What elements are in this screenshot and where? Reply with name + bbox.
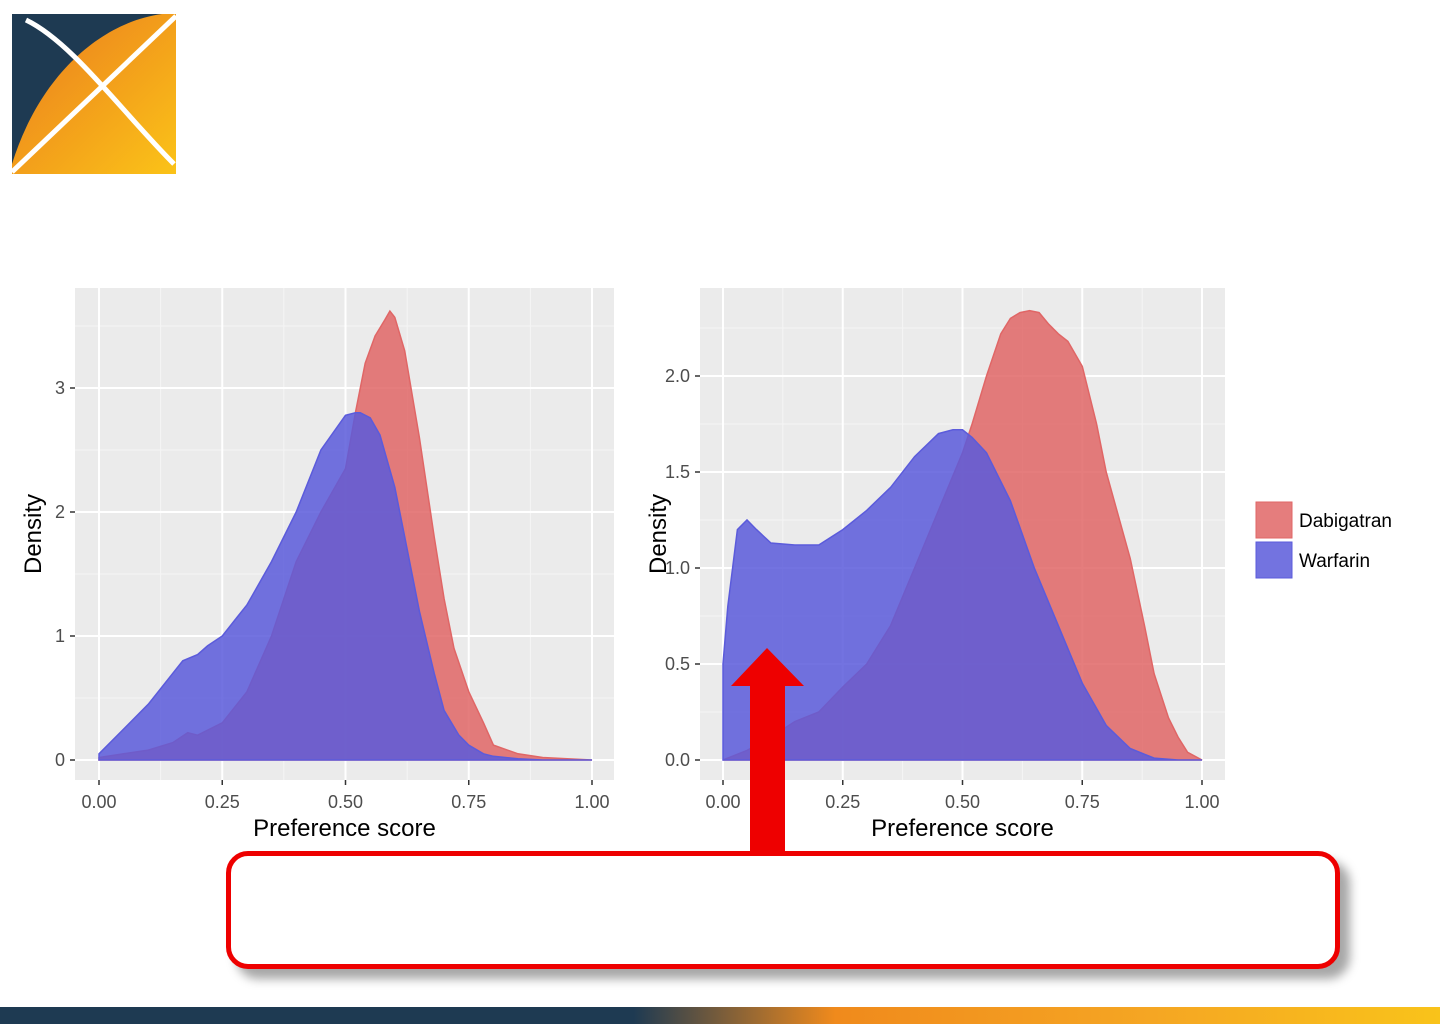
y-tick-label: 3 <box>55 378 65 398</box>
chart-panel-2: 0.00 0.25 0.50 0.75 1.00 0.0 0.5 1.0 1.5 2.0 Prefe… <box>645 288 1225 842</box>
y-tick-label: 2 <box>55 502 65 522</box>
density-area-warfarin <box>98 412 592 761</box>
y-tick-label: 2.0 <box>665 366 690 386</box>
x-tick-label: 1.00 <box>574 792 609 812</box>
brand-logo <box>12 14 176 174</box>
callout-box <box>226 851 1340 969</box>
legend-label-warfarin: Warfarin <box>1299 551 1370 572</box>
y-axis-title: Density <box>20 494 47 574</box>
footer-bar <box>0 1007 1440 1024</box>
x-tick-label: 0.75 <box>451 792 486 812</box>
legend-key-warfarin <box>1255 541 1293 579</box>
x-tick-label: 0.75 <box>1065 792 1100 812</box>
y-tick-label: 0 <box>55 750 65 770</box>
chart-panel-1: 0.00 0.25 0.50 0.75 1.00 0 1 2 3 Preference score… <box>20 288 614 842</box>
y-axis-title: Density <box>645 494 672 574</box>
x-tick-label: 0.00 <box>81 792 116 812</box>
x-tick-label: 1.00 <box>1184 792 1219 812</box>
x-tick-label: 0.50 <box>328 792 363 812</box>
x-tick-label: 0.00 <box>705 792 740 812</box>
x-tick-label: 0.50 <box>945 792 980 812</box>
y-tick-label: 0.0 <box>665 750 690 770</box>
density-area-warfarin <box>722 429 1202 761</box>
y-tick-label: 1.5 <box>665 462 690 482</box>
red-arrow-annotation <box>731 648 804 852</box>
x-tick-label: 0.25 <box>205 792 240 812</box>
x-axis-title: Preference score <box>253 815 436 842</box>
x-tick-label: 0.25 <box>825 792 860 812</box>
legend-label-dabigatran: Dabigatran <box>1299 511 1392 532</box>
y-tick-label: 1.0 <box>665 558 690 578</box>
legend: Dabigatran Warfarin <box>1255 501 1392 579</box>
x-axis-title: Preference score <box>871 815 1054 842</box>
y-tick-label: 1 <box>55 626 65 646</box>
y-tick-label: 0.5 <box>665 654 690 674</box>
legend-key-dabigatran <box>1255 501 1293 539</box>
